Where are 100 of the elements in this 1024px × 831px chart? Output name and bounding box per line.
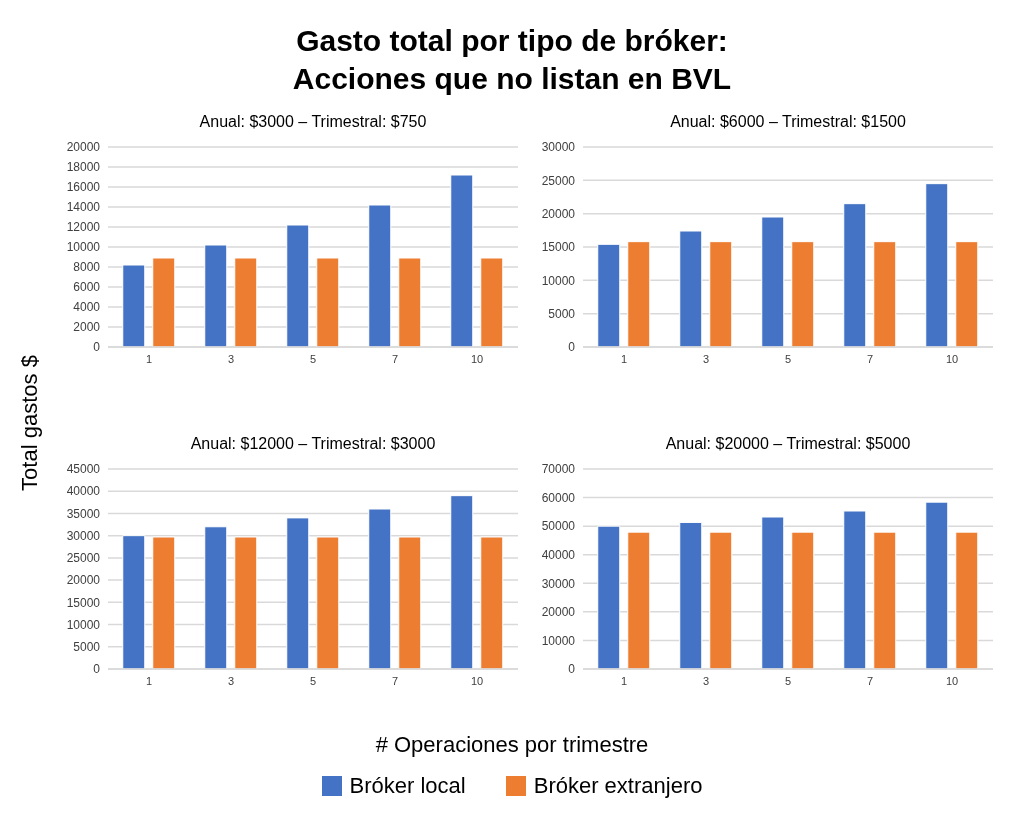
- bar: [925, 501, 949, 669]
- x-tick-label: 10: [470, 674, 484, 687]
- bar: [234, 536, 258, 669]
- bar: [316, 257, 340, 347]
- text: # Operaciones por trimestre: [374, 732, 650, 758]
- bar: [204, 526, 228, 669]
- chart-title: Anual: $20000 – Trimestral: $5000: [664, 435, 912, 454]
- bar: [286, 224, 310, 347]
- y-tick-label: 10000: [66, 617, 101, 632]
- bar: [627, 241, 651, 347]
- x-tick-label: 7: [391, 352, 399, 365]
- y-tick-label: 4000: [73, 300, 101, 315]
- bar: [925, 183, 949, 347]
- y-tick-label: 60000: [541, 490, 576, 505]
- bar: [791, 531, 815, 669]
- bar: [709, 241, 733, 347]
- y-tick-label: 30000: [541, 576, 576, 591]
- bar: [597, 525, 621, 669]
- y-tick-label: 15000: [541, 240, 576, 255]
- x-tick-label: 5: [784, 674, 792, 687]
- y-tick-label: 2000: [73, 320, 101, 335]
- y-tick-label: 20000: [66, 140, 101, 155]
- y-tick-label: 10000: [541, 633, 576, 648]
- bar: [398, 536, 422, 669]
- bar: [450, 495, 474, 669]
- y-tick-label: 8000: [73, 260, 101, 275]
- y-tick-label: 12000: [66, 220, 101, 235]
- bar: [450, 174, 474, 347]
- y-tick-label: 0: [568, 662, 576, 677]
- bar: [873, 531, 897, 669]
- y-tick-label: 0: [93, 340, 101, 355]
- x-tick-label: 1: [145, 352, 153, 365]
- y-tick-label: 25000: [66, 551, 101, 566]
- x-tick-label: 7: [866, 674, 874, 687]
- y-tick-label: 45000: [66, 462, 101, 477]
- bar: [843, 203, 867, 347]
- legend-label: Bróker local: [349, 773, 466, 799]
- bar: [152, 257, 176, 347]
- bar: [761, 216, 785, 347]
- legend-label: Bróker extranjero: [533, 773, 703, 799]
- bar: [152, 536, 176, 669]
- y-tick-label: 25000: [541, 173, 576, 188]
- bar: [627, 531, 651, 669]
- y-tick-label: 10000: [66, 240, 101, 255]
- x-tick-label: 7: [391, 674, 399, 687]
- bar: [368, 204, 392, 347]
- bar: [398, 257, 422, 347]
- y-tick-label: 6000: [73, 280, 101, 295]
- bar: [316, 536, 340, 669]
- x-tick-label: 3: [227, 352, 235, 365]
- bar: [873, 241, 897, 347]
- y-tick-label: 5000: [73, 640, 101, 655]
- x-tick-label: 5: [784, 352, 792, 365]
- y-tick-label: 20000: [66, 573, 101, 588]
- bar: [843, 510, 867, 669]
- y-tick-label: 40000: [541, 547, 576, 562]
- y-tick-label: 5000: [548, 306, 576, 321]
- bar: [791, 241, 815, 347]
- chart-title: Anual: $3000 – Trimestral: $750: [198, 113, 428, 132]
- x-tick-label: 3: [702, 674, 710, 687]
- bar: [480, 536, 504, 669]
- x-tick-label: 3: [702, 352, 710, 365]
- y-tick-label: 50000: [541, 519, 576, 534]
- x-tick-label: 1: [145, 674, 153, 687]
- y-tick-label: 20000: [541, 206, 576, 221]
- x-tick-label: 3: [227, 674, 235, 687]
- x-tick-label: 10: [470, 352, 484, 365]
- x-tick-label: 5: [309, 352, 317, 365]
- bar: [597, 243, 621, 347]
- y-tick-label: 35000: [66, 506, 101, 521]
- bar: [122, 535, 146, 669]
- x-tick-label: 1: [620, 674, 628, 687]
- chart-title: Anual: $12000 – Trimestral: $3000: [189, 435, 437, 454]
- bar: [679, 230, 703, 347]
- bar: [234, 257, 258, 347]
- text: Total gastos $: [17, 355, 43, 491]
- y-tick-label: 15000: [66, 595, 101, 610]
- bar: [679, 521, 703, 669]
- bar: [368, 508, 392, 669]
- y-tick-label: 30000: [66, 528, 101, 543]
- bar: [122, 264, 146, 347]
- bar: [709, 531, 733, 669]
- y-tick-label: 0: [93, 662, 101, 677]
- y-tick-label: 14000: [66, 200, 101, 215]
- bar: [286, 517, 310, 669]
- bar: [204, 244, 228, 347]
- y-tick-label: 18000: [66, 160, 101, 175]
- x-tick-label: 10: [945, 674, 959, 687]
- y-tick-label: 16000: [66, 180, 101, 195]
- x-tick-label: 7: [866, 352, 874, 365]
- chart-title: Anual: $6000 – Trimestral: $1500: [669, 113, 907, 132]
- y-tick-label: 70000: [541, 462, 576, 477]
- y-tick-label: 0: [568, 340, 576, 355]
- x-tick-label: 5: [309, 674, 317, 687]
- y-tick-label: 20000: [541, 605, 576, 620]
- bar: [955, 531, 979, 669]
- bar: [955, 241, 979, 347]
- x-tick-label: 10: [945, 352, 959, 365]
- text: Gasto total por tipo de bróker: Acciones que no listan en BVL: [291, 23, 733, 97]
- bar: [761, 516, 785, 669]
